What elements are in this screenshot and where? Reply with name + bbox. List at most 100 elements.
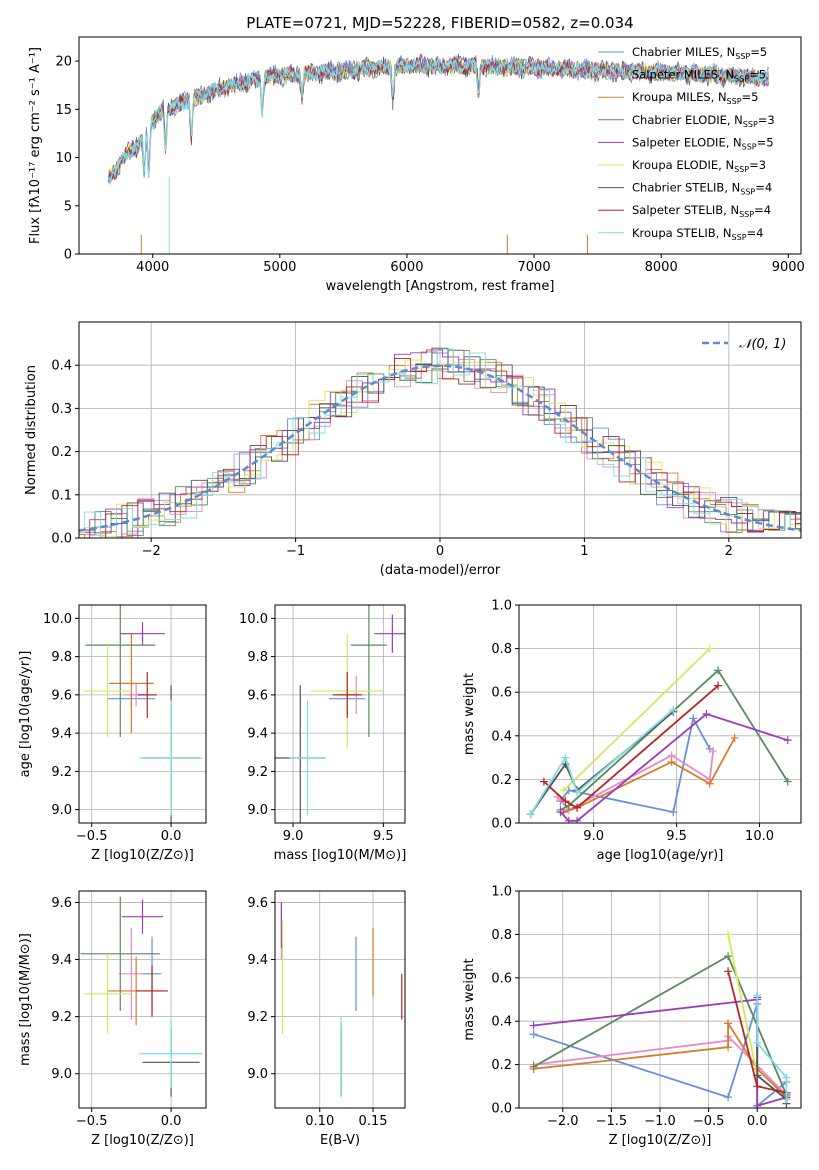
data-point-marker [783,736,792,745]
data-point-marker [782,1073,791,1082]
residual-histogram-series [79,352,801,538]
data-point-marker [559,786,568,795]
x-tick-label: 10.0 [745,829,774,844]
mass-weight-series-line [756,995,788,1100]
y-axis-label: mass weight [462,958,477,1040]
y-tick-label: 0.2 [51,445,72,460]
data-point-marker [667,757,676,766]
x-tick-label: −2.0 [547,1114,579,1129]
data-point-marker [526,810,535,819]
mass-weight-series-line [727,934,759,1076]
data-point-marker [709,747,718,756]
data-point-marker [705,644,714,653]
legend-entry-label: Kroupa MILES, NSSP=5 [632,90,758,106]
y-tick-label: 0.6 [491,686,512,701]
age-vs-mass-plot-area [275,605,405,823]
y-tick-label: 9.0 [247,1067,268,1082]
x-tick-label: −1 [286,544,305,559]
legend-entry-label: Chabrier STELIB, NSSP=4 [632,181,772,197]
x-axis-label: Z [log10(Z/Z⊙)] [609,1133,712,1148]
residual-histogram-series [79,347,801,538]
x-axis-label: Z [log10(Z/Z⊙)] [91,848,194,863]
spectrum-legend: Chabrier MILES, NSSP=5 Salpeter MILES, NS… [598,45,775,242]
mass-weight-series-line [543,685,719,809]
legend-entry-label: Salpeter MILES, NSSP=5 [632,68,766,84]
data-point-marker [753,1038,762,1047]
data-point-marker [573,803,582,812]
data-point-marker [539,777,548,786]
y-tick-label: 0 [64,248,72,263]
x-tick-label: 0.15 [359,1114,388,1129]
data-point-marker [724,952,733,961]
y-axis-label: Normed distribution [24,365,39,495]
axes-frame [518,890,802,1109]
axes-frame [78,36,802,255]
weight-vs-Z-plot-area [529,930,791,1108]
y-axis-label: mass [log10(M/M⊙)] [18,933,33,1066]
mass-weight-series-line [563,647,711,791]
y-tick-label: 0.1 [51,488,72,503]
y-tick-label: 9.8 [51,650,72,665]
y-tick-label: 0.8 [491,642,512,657]
y-tick-label: 9.6 [51,896,72,911]
mass-weight-series-line [560,669,789,811]
y-tick-label: 0.6 [491,971,512,986]
data-point-marker [724,1093,733,1102]
y-tick-label: 0.0 [491,1102,512,1117]
y-tick-label: 9.2 [51,1010,72,1025]
y-tick-label: 10.0 [43,612,72,627]
axes-frame [78,604,207,824]
y-tick-label: 9.4 [247,953,268,968]
y-tick-label: 9.4 [51,953,72,968]
residual-histogram-series [79,358,801,538]
y-axis-label: mass weight [462,673,477,755]
y-tick-label: 5 [64,199,72,214]
data-point-marker [529,1062,538,1071]
legend-entry-label: Salpeter ELODIE, NSSP=5 [632,135,774,151]
data-point-marker [556,808,565,817]
data-point-marker [573,816,582,823]
y-tick-label: 9.2 [247,1010,268,1025]
x-tick-label: 7000 [518,260,551,275]
data-point-marker [714,666,723,675]
x-axis-label: Z [log10(Z/Z⊙)] [91,1133,194,1148]
data-point-marker [669,808,678,817]
x-tick-label: 4000 [136,260,169,275]
y-axis-label: age [log10(age/yr)] [18,651,33,778]
y-tick-label: 9.4 [247,727,268,742]
x-tick-label: −1.0 [644,1114,676,1129]
y-tick-label: 0.0 [51,532,72,547]
mass-vs-ebv-plot-area [280,902,403,1097]
axes-frame [274,890,406,1109]
legend-entry-label: Chabrier MILES, NSSP=5 [632,45,767,61]
y-tick-label: 9.8 [247,650,268,665]
data-point-marker [705,779,714,788]
legend-entry-label: 𝒩(0, 1) [739,337,786,352]
x-tick-label: 0.10 [305,1114,334,1129]
y-tick-label: 0.4 [51,359,72,374]
mass-weight-series-line [529,708,674,815]
y-tick-label: 9.6 [247,896,268,911]
y-tick-label: 9.0 [51,1067,72,1082]
x-tick-label: 2 [725,544,733,559]
data-point-marker [782,1095,791,1104]
data-point-marker [753,1101,762,1108]
y-tick-label: 9.6 [51,688,72,703]
legend-entry-label: Chabrier ELODIE, NSSP=3 [632,113,775,129]
x-tick-label: 1 [580,544,588,559]
x-tick-label: −2 [142,544,161,559]
y-tick-label: 0.0 [491,817,512,832]
data-point-marker [783,777,792,786]
chart-title: PLATE=0721, MJD=52228, FIBERID=0582, z=0… [246,14,633,32]
y-tick-label: 0.3 [51,402,72,417]
y-tick-label: 9.0 [51,803,72,818]
residuals-plot-area [79,347,801,538]
residuals-legend: 𝒩(0, 1) [702,337,786,352]
x-tick-label: −0.5 [76,1114,108,1129]
x-tick-label: 6000 [390,260,423,275]
residual-histogram-series [79,348,801,538]
data-point-marker [730,733,739,742]
x-tick-label: 0 [436,544,444,559]
y-tick-label: 1.0 [491,599,512,614]
age-vs-mass-panel: 9.0 9.5 9.0 9.2 9.4 9.6 9.8 10.0 mass [log10(M/M… [239,604,406,863]
